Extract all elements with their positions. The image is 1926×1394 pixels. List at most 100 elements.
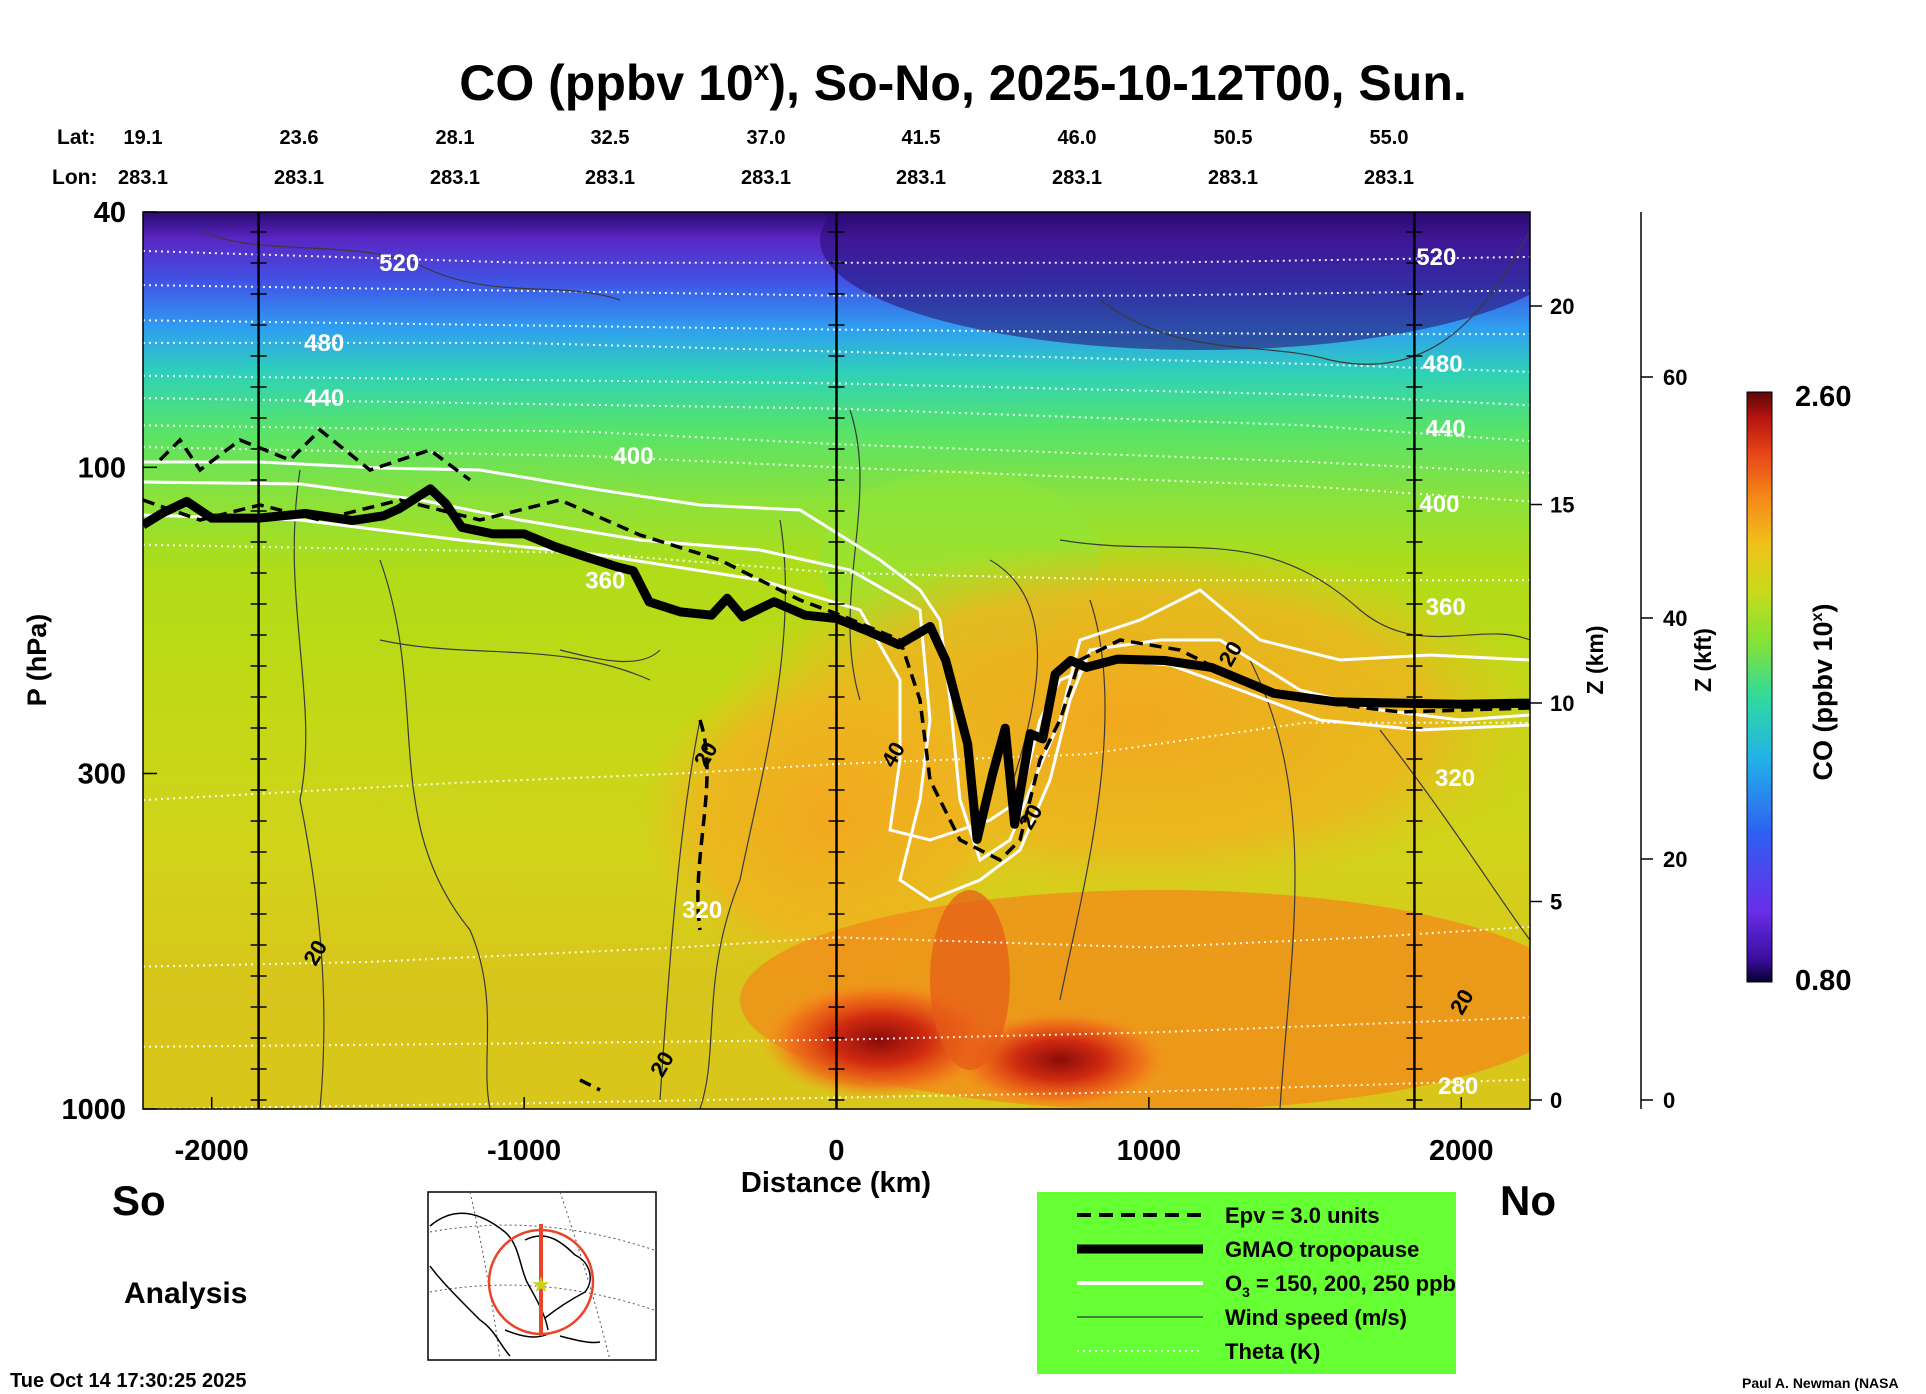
wind-speed-contours	[199, 229, 1530, 1109]
gmao-tropopause-line	[143, 484, 1530, 844]
wind-contour	[1099, 229, 1530, 365]
credit: Paul A. Newman (NASA	[1742, 1375, 1899, 1391]
colorbar-max-label: 2.60	[1795, 381, 1851, 413]
p-tick-label: 300	[78, 758, 126, 790]
north-direction-label: No	[1500, 1177, 1556, 1224]
theta-label: 480	[1423, 351, 1463, 378]
y-axis-label: P (hPa)	[22, 614, 52, 707]
plot-area: 520 520480480440440400400360360320320280 …	[143, 212, 1530, 1109]
theta-contour	[143, 342, 1530, 373]
theta-label: 480	[304, 330, 344, 357]
upper-low-co-region	[820, 212, 1530, 350]
lat-value: 37.0	[747, 127, 786, 149]
south-direction-label: So	[112, 1177, 166, 1224]
lon-value: 283.1	[741, 167, 791, 189]
wind-contour	[293, 469, 325, 1109]
lon-value: 283.1	[1364, 167, 1414, 189]
legend-label: GMAO tropopause	[1225, 1237, 1419, 1262]
ozone-contour-200	[143, 480, 1530, 902]
legend-label: Wind speed (m/s)	[1225, 1305, 1407, 1330]
ozone-contours	[143, 460, 1530, 902]
theta-label: 360	[1426, 594, 1466, 621]
x-tick-label: 2000	[1429, 1135, 1494, 1167]
analysis-label: Analysis	[124, 1277, 247, 1310]
x-tick-label: -1000	[487, 1135, 561, 1167]
epv-contours	[143, 427, 1530, 1092]
theta-labels: 520 520 480 480 440 440 400 400 360 360 320 320 280	[304, 244, 1478, 1100]
y-axis-z-kft: 0 20 40 60	[1640, 212, 1687, 1113]
co-plume	[930, 890, 1010, 1070]
wind-contour	[1249, 659, 1296, 1109]
inset-map: ★	[427, 1191, 657, 1361]
theta-label: 440	[304, 385, 344, 412]
theta-label: 520	[1416, 244, 1456, 271]
colorbar-title: CO (ppbv 10x)	[1808, 604, 1838, 781]
wind-contour	[1059, 599, 1106, 1001]
lat-value: 28.1	[436, 127, 475, 149]
wind-contour	[379, 639, 651, 681]
legend: Epv = 3.0 units GMAO tropopause O3 = 150, …	[1037, 1192, 1456, 1374]
theta-label: 520	[379, 250, 419, 277]
z-km-tick-label: 10	[1550, 691, 1574, 716]
y-axis-pressure: 40 100 300 1000	[61, 197, 157, 1126]
z-km-tick-label: 20	[1550, 294, 1574, 319]
theta-contour	[143, 424, 1530, 474]
lat-value: 50.5	[1214, 127, 1253, 149]
lon-value: 283.1	[585, 167, 635, 189]
lon-value: 283.1	[274, 167, 324, 189]
lat-value: 46.0	[1058, 127, 1097, 149]
lat-value: 32.5	[591, 127, 630, 149]
theta-label: 400	[613, 443, 653, 470]
wind-contour	[989, 559, 1038, 791]
chart-title: CO (ppbv 10x), So-No, 2025-10-12T00, Sun…	[459, 55, 1467, 111]
epv-contour	[143, 498, 1530, 863]
wind-contour	[379, 559, 491, 1109]
lat-value: 55.0	[1370, 127, 1409, 149]
theta-label: 360	[585, 567, 625, 594]
wind-contour	[659, 719, 701, 1101]
z-kft-tick-label: 60	[1663, 365, 1687, 390]
epv-contour	[696, 719, 709, 931]
lat-value: 19.1	[124, 127, 163, 149]
theta-label: 280	[1438, 1073, 1478, 1100]
theta-contour	[143, 925, 1530, 968]
p-tick-label: 40	[94, 197, 126, 229]
wind-contour	[849, 409, 861, 701]
lon-row-label: Lon:	[52, 166, 97, 189]
x-axis-label: Distance (km)	[741, 1167, 931, 1199]
x-tick-label: 1000	[1117, 1135, 1182, 1167]
z-km-tick-label: 15	[1550, 493, 1574, 518]
legend-item: GMAO tropopause	[1077, 1237, 1419, 1262]
lon-value: 283.1	[1052, 167, 1102, 189]
theta-contour	[143, 543, 1530, 582]
co-maximum-2	[950, 1010, 1170, 1109]
lon-value: 283.1	[1208, 167, 1258, 189]
wind-contour	[699, 519, 787, 1109]
z-kft-tick-label: 0	[1663, 1088, 1675, 1113]
legend-label: Theta (K)	[1225, 1339, 1320, 1364]
theta-contours	[143, 249, 1530, 1109]
lat-row-label: Lat:	[57, 126, 96, 149]
theta-contour	[143, 446, 1530, 503]
z-km-tick-label: 5	[1550, 890, 1562, 915]
x-tick-label: -2000	[175, 1135, 249, 1167]
theta-contour	[143, 721, 1530, 802]
legend-item: Wind speed (m/s)	[1077, 1305, 1407, 1330]
lon-value: 283.1	[896, 167, 946, 189]
legend-item: O3 = 150, 200, 250 ppb	[1077, 1271, 1456, 1300]
legend-label: Epv = 3.0 units	[1225, 1203, 1380, 1228]
wind-contour	[199, 229, 621, 301]
x-tick-label: 0	[828, 1135, 844, 1167]
center-star-icon: ★	[531, 1272, 551, 1297]
p-tick-label: 1000	[61, 1094, 126, 1126]
theta-label: 320	[682, 897, 722, 924]
x-axis: -2000 -1000 0 1000 2000	[175, 1097, 1494, 1167]
theta-label: 400	[1419, 491, 1459, 518]
timestamp: Tue Oct 14 17:30:25 2025	[10, 1370, 246, 1392]
lat-lon-labels: 19.1 23.6 28.1 32.5 37.0 41.5 46.0 50.5 55.0 283.…	[118, 127, 1414, 189]
z-kft-tick-label: 40	[1663, 606, 1687, 631]
ozone-contour-150	[143, 460, 1530, 863]
legend-item: Epv = 3.0 units	[1077, 1203, 1380, 1228]
wind-contour	[1059, 539, 1530, 641]
